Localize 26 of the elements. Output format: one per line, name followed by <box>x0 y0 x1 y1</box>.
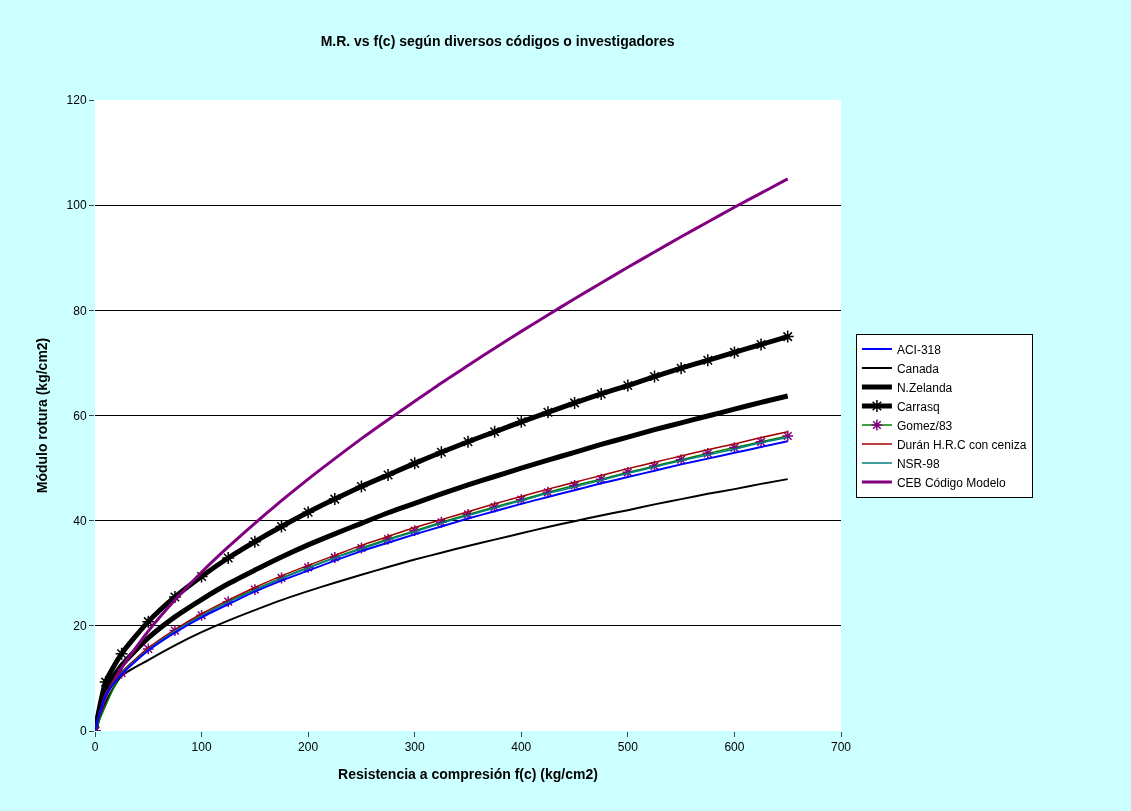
x-tick-label: 500 <box>617 740 639 755</box>
legend-label: N.Zelanda <box>896 380 953 395</box>
legend-label: Durán H.R.C con ceniza <box>896 437 1027 452</box>
y-tick-label: 80 <box>73 303 87 318</box>
x-tick-label: 600 <box>724 740 745 755</box>
x-tick-label: 0 <box>91 740 99 755</box>
y-tick-label: 20 <box>73 619 87 634</box>
y-tick-label: 120 <box>66 93 87 108</box>
legend-label: ACI-318 <box>896 342 942 357</box>
chart-title: M.R. vs f(c) según diversos códigos o investigadores <box>320 33 675 50</box>
legend-label: Gomez/83 <box>896 418 953 433</box>
x-tick-label: 300 <box>404 740 426 755</box>
legend-label: Carrasq <box>896 399 940 414</box>
x-axis-title: Resistencia a compresión f(c) (kg/cm2) <box>338 765 598 782</box>
legend-label: Canada <box>896 361 940 376</box>
x-tick-label: 100 <box>191 740 212 755</box>
x-tick-label: 200 <box>298 740 319 755</box>
y-axis-title: Módulo rotura (kg/cm2) <box>34 337 51 494</box>
legend-label: NSR-98 <box>896 456 940 471</box>
y-tick-label: 40 <box>73 513 87 528</box>
y-tick-label: 0 <box>79 724 87 739</box>
x-tick-label: 400 <box>511 740 532 755</box>
y-tick-label: 100 <box>66 198 87 213</box>
x-tick-label: 700 <box>830 740 852 755</box>
legend-label: CEB Código Modelo <box>896 475 1006 490</box>
y-tick-label: 60 <box>73 408 87 423</box>
